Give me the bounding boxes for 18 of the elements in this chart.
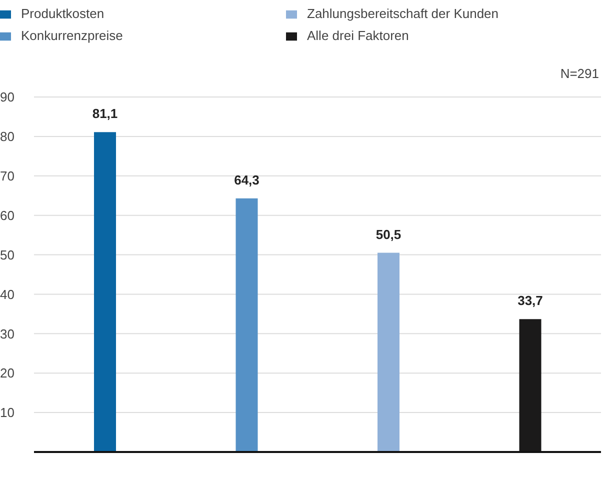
data-label: 64,3	[234, 172, 260, 188]
y-tick-label: 70	[0, 168, 14, 184]
y-tick-label: 80	[0, 129, 14, 144]
y-tick-label: 90	[0, 90, 14, 105]
y-tick-label: 50	[0, 247, 14, 262]
data-label: 50,5	[376, 226, 402, 242]
legend-label: Zahlungsbereitschaft der Kunden	[307, 6, 499, 21]
data-label: 33,7	[518, 293, 543, 308]
y-tick-label: 20	[0, 366, 14, 381]
y-tick-label: 60	[0, 208, 14, 223]
legend-label: Produktkosten	[21, 6, 104, 21]
data-label: 81,1	[92, 106, 118, 122]
text: N=291	[560, 66, 599, 81]
y-tick-label: 30	[0, 326, 14, 342]
legend-label: Alle drei Faktoren	[307, 28, 409, 43]
y-tick-label: 10	[0, 405, 14, 420]
legend-label: Konkurrenzpreise	[21, 28, 123, 43]
y-tick-label: 40	[0, 286, 14, 302]
